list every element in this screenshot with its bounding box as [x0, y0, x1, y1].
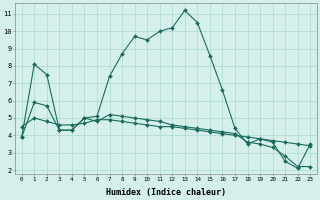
X-axis label: Humidex (Indice chaleur): Humidex (Indice chaleur): [106, 188, 226, 197]
